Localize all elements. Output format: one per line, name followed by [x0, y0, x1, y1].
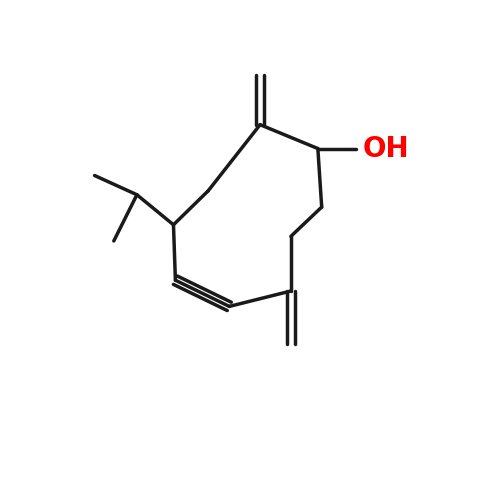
Text: OH: OH — [362, 134, 409, 162]
